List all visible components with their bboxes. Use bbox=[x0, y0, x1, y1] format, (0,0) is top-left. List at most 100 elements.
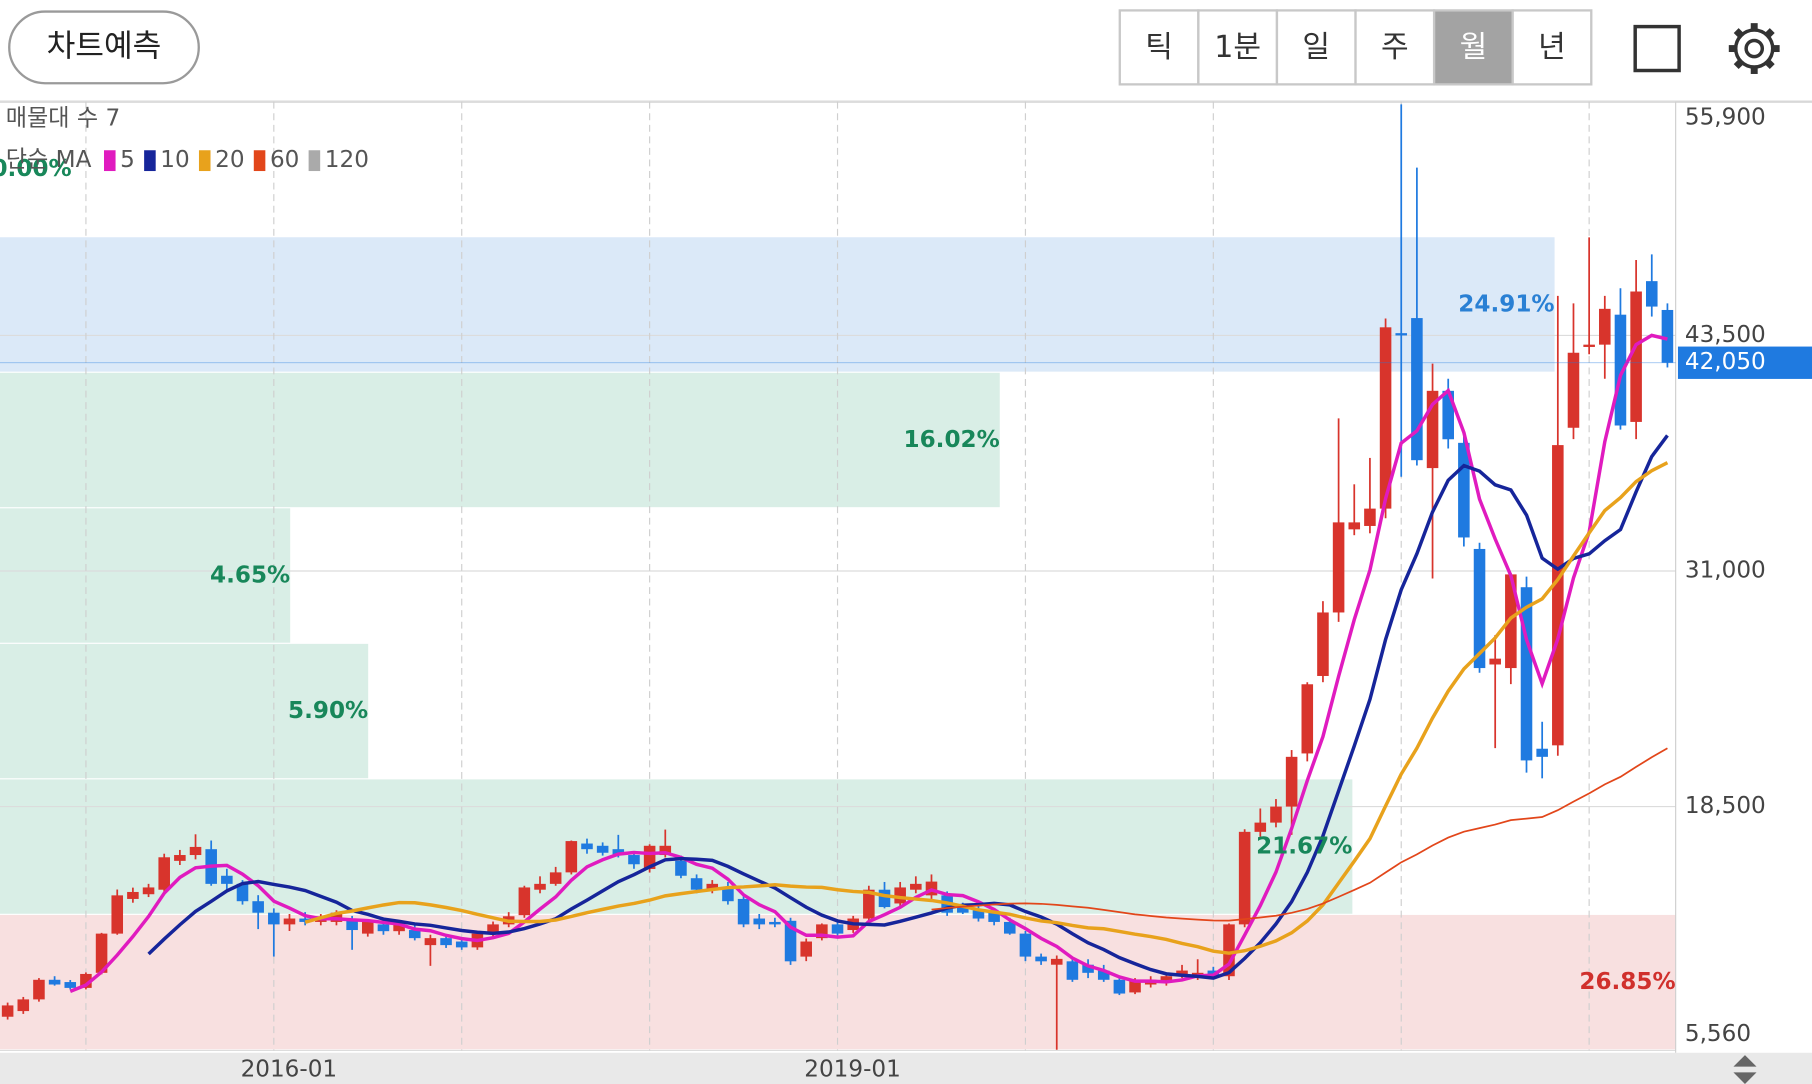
candle-body bbox=[1552, 445, 1564, 746]
candle-body bbox=[1411, 318, 1423, 461]
volume-profile-label: 26.85% bbox=[1579, 969, 1675, 995]
candle-body bbox=[769, 921, 781, 925]
candle-body bbox=[33, 979, 45, 1000]
ma-legend-swatch bbox=[104, 150, 116, 172]
candle-body bbox=[142, 887, 155, 895]
tab[interactable] bbox=[1511, 9, 1593, 86]
volume-profile-label: 16.02% bbox=[904, 427, 1000, 453]
candle-body bbox=[1317, 612, 1329, 676]
volume-profile-label: 0.00% bbox=[0, 156, 72, 182]
tab-label[interactable]: 월 bbox=[1460, 30, 1488, 65]
candle-body bbox=[1223, 924, 1235, 977]
gear-teeth bbox=[1728, 23, 1780, 74]
volume-profile-bar bbox=[0, 237, 1555, 372]
candle-body bbox=[706, 883, 719, 890]
candle-body bbox=[393, 924, 405, 932]
tab[interactable] bbox=[1118, 9, 1200, 86]
period-tabs: 틱 1분 일 주 월 년 bbox=[1118, 9, 1593, 86]
y-tick-label: 18,500 bbox=[1685, 793, 1766, 819]
candle-body bbox=[174, 855, 186, 861]
candle-body bbox=[377, 924, 390, 932]
candle-body bbox=[1473, 548, 1486, 669]
candle-body bbox=[95, 933, 108, 973]
ma-legend-swatch bbox=[144, 150, 156, 172]
settings-icon[interactable] bbox=[1728, 23, 1780, 74]
candle-body bbox=[1050, 958, 1063, 965]
candle-body bbox=[1348, 522, 1361, 530]
tab[interactable] bbox=[1432, 9, 1514, 86]
ma-legend-swatch bbox=[308, 150, 321, 172]
moving-average-line bbox=[147, 434, 1669, 980]
candle-body bbox=[236, 883, 249, 902]
moving-average-line bbox=[931, 747, 1668, 922]
tab-label[interactable]: 주 bbox=[1381, 30, 1409, 65]
volume-profile-label: 24.91% bbox=[1458, 292, 1554, 318]
candle-body bbox=[424, 938, 437, 946]
candle-body bbox=[1019, 933, 1032, 957]
scroll-handle[interactable] bbox=[1733, 1055, 1757, 1084]
candle-body bbox=[894, 887, 906, 904]
candle-body bbox=[1630, 291, 1642, 422]
tab-label[interactable]: 1분 bbox=[1214, 30, 1261, 65]
candle-body bbox=[518, 887, 531, 916]
ma-legend-swatch bbox=[198, 150, 211, 172]
candle-body bbox=[127, 891, 139, 899]
candle-body bbox=[1395, 333, 1408, 336]
volume-profile-bar bbox=[0, 643, 369, 779]
candle-body bbox=[158, 857, 170, 890]
candle-body bbox=[1505, 574, 1517, 669]
candle-body bbox=[17, 999, 30, 1012]
candle-body bbox=[722, 887, 734, 902]
candle-body bbox=[252, 901, 264, 913]
candle-body bbox=[690, 878, 703, 890]
moving-average-line bbox=[69, 333, 1668, 994]
candle-body bbox=[1567, 352, 1580, 428]
candle-body bbox=[1489, 658, 1501, 665]
volume-profile-label: 21.67% bbox=[1256, 834, 1352, 860]
candle-body bbox=[346, 920, 358, 931]
candle-body bbox=[1332, 522, 1345, 613]
candle-body bbox=[1238, 831, 1251, 925]
candle-body bbox=[487, 924, 499, 934]
candle-body bbox=[957, 907, 969, 913]
volume-profile-bar bbox=[0, 372, 1000, 508]
x-axis-bar bbox=[0, 1052, 1812, 1084]
tab-label[interactable]: 일 bbox=[1302, 30, 1330, 65]
tab[interactable] bbox=[1354, 9, 1436, 86]
candle-body bbox=[831, 924, 844, 934]
y-tick-label: 55,900 bbox=[1685, 104, 1766, 130]
predict-button[interactable] bbox=[8, 10, 200, 85]
candle-body bbox=[1035, 956, 1047, 962]
moving-average-line bbox=[304, 461, 1669, 955]
candle-body bbox=[1097, 970, 1110, 980]
ma-legend-title: 단순 MA bbox=[6, 147, 92, 173]
candle-body bbox=[534, 883, 546, 890]
candle-body bbox=[361, 921, 374, 934]
volume-profile-bar bbox=[0, 508, 291, 643]
candle-body bbox=[596, 845, 609, 853]
candle-body bbox=[581, 843, 593, 850]
candle-body bbox=[1645, 281, 1658, 307]
candle-body bbox=[1270, 806, 1282, 823]
ma-legend-period: 120 bbox=[325, 147, 369, 173]
candle-body bbox=[675, 860, 687, 876]
tab-label[interactable]: 틱 bbox=[1145, 30, 1173, 65]
candle-body bbox=[299, 918, 311, 922]
candle-body bbox=[910, 883, 922, 890]
volume-profile-label: 4.65% bbox=[210, 563, 290, 589]
y-tick-label: 31,000 bbox=[1685, 558, 1766, 584]
candle-body bbox=[1066, 961, 1079, 980]
candle-body bbox=[565, 841, 578, 873]
candle-body bbox=[189, 846, 202, 856]
candle-body bbox=[48, 979, 61, 985]
predict-button-label[interactable]: 차트예측 bbox=[47, 28, 162, 64]
candle-body bbox=[643, 845, 656, 869]
candle-body bbox=[440, 938, 452, 946]
tab-label[interactable]: 년 bbox=[1538, 30, 1566, 65]
candle-body bbox=[549, 872, 562, 884]
candle-body bbox=[1520, 587, 1533, 761]
candle-body bbox=[1082, 964, 1094, 973]
layout-icon[interactable] bbox=[1633, 24, 1681, 73]
candle-body bbox=[1129, 979, 1141, 993]
x-tick-label: 2019-01 bbox=[804, 1057, 901, 1083]
